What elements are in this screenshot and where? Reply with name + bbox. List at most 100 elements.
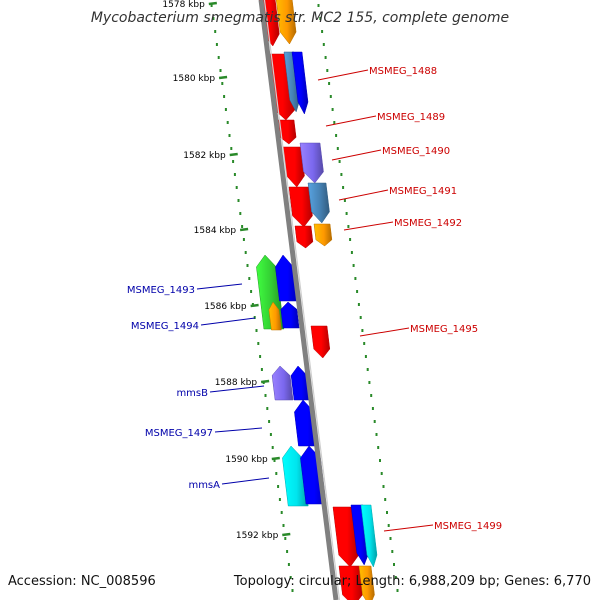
gene-label-forward: MSMEG_1497 bbox=[145, 428, 213, 439]
ruler-dot-left bbox=[260, 368, 263, 371]
ruler-dot-right bbox=[391, 550, 394, 553]
ruler-dot-right bbox=[345, 212, 348, 215]
gene-arrow-blue bbox=[280, 301, 300, 329]
ruler-dot-right bbox=[343, 199, 346, 202]
ruler-dot-right bbox=[361, 329, 364, 332]
leader-line-reverse bbox=[359, 327, 410, 337]
gene-arrow-cyan bbox=[360, 504, 378, 568]
leader-line-reverse bbox=[331, 149, 382, 161]
ruler-dot-left bbox=[210, 4, 213, 7]
ruler-dot-left bbox=[242, 238, 245, 241]
gene-features bbox=[256, 0, 378, 600]
kbp-tick-label: 1588 kbp bbox=[215, 378, 258, 388]
ruler-dot-left bbox=[287, 563, 290, 566]
kbp-tick-label: 1582 kbp bbox=[183, 151, 226, 161]
ruler-dot-left bbox=[257, 342, 260, 345]
ruler-dot-left bbox=[278, 498, 281, 501]
gene-arrow-red bbox=[294, 225, 314, 249]
ruler-dot-left bbox=[219, 69, 222, 72]
ruler-dot-right bbox=[347, 225, 350, 228]
kbp-tick bbox=[271, 456, 280, 461]
ruler-dot-left bbox=[277, 485, 280, 488]
ruler-dot-left bbox=[268, 420, 271, 423]
leader-line-forward bbox=[221, 477, 270, 485]
ruler-dot-right bbox=[366, 368, 369, 371]
ruler-ticks: 1578 kbp 1580 kbp 1582 kbp 1584 kbp 1586 kbp… bbox=[162, 0, 291, 541]
ruler-dot-left bbox=[289, 576, 292, 579]
kbp-tick-label: 1590 kbp bbox=[225, 455, 268, 465]
kbp-tick-label: 1578 kbp bbox=[162, 0, 205, 10]
ruler-dot-right bbox=[373, 420, 376, 423]
ruler-dot-right bbox=[368, 381, 371, 384]
ruler-dot-left bbox=[284, 537, 287, 540]
ruler-dot-left bbox=[232, 160, 235, 163]
ruler-dot-right bbox=[359, 316, 362, 319]
ruler-dot-left bbox=[248, 277, 251, 280]
kbp-tick-label: 1580 kbp bbox=[173, 74, 216, 84]
ruler-dot-right bbox=[329, 95, 332, 98]
leader-line-forward bbox=[214, 427, 263, 433]
ruler-dot-left bbox=[286, 550, 289, 553]
gene-label-reverse: MSMEG_1492 bbox=[394, 218, 462, 229]
ruler-dot-left bbox=[269, 433, 272, 436]
leader-line-reverse bbox=[383, 524, 434, 532]
leader-line-forward bbox=[196, 283, 243, 290]
gene-arrow-orange bbox=[268, 301, 282, 331]
ruler-dot-right bbox=[322, 43, 325, 46]
gene-label-reverse: MSMEG_1489 bbox=[377, 112, 445, 123]
leader-line-reverse bbox=[338, 189, 389, 201]
ruler-dot-left bbox=[266, 407, 269, 410]
gene-label-reverse: MSMEG_1490 bbox=[382, 146, 450, 157]
gene-arrow-purple bbox=[299, 142, 324, 184]
ruler-dot-left bbox=[221, 82, 224, 85]
gene-label-reverse: MSMEG_1495 bbox=[410, 324, 478, 335]
ruler-dot-right bbox=[364, 355, 367, 358]
ruler-dot-right bbox=[375, 433, 378, 436]
ruler-dot-left bbox=[250, 290, 253, 293]
gene-arrow-steel bbox=[307, 182, 330, 224]
ruler-dot-left bbox=[223, 95, 226, 98]
backbone-highlight bbox=[263, 0, 341, 600]
gene-arrow-orange bbox=[358, 565, 375, 600]
ruler-dot-right bbox=[387, 524, 390, 527]
ruler-dot-right bbox=[319, 17, 322, 20]
ruler-dot-right bbox=[379, 459, 381, 462]
kbp-tick bbox=[239, 227, 249, 232]
ruler-dot-right bbox=[328, 82, 331, 85]
ruler-dot-right bbox=[350, 251, 353, 254]
ruler-dot-left bbox=[282, 524, 285, 527]
ruler-dot-left bbox=[228, 134, 231, 137]
gene-arrow-orange bbox=[275, 0, 297, 45]
label-leaders: MSMEG_1488 MSMEG_1489 MSMEG_1490 MSMEG_1491… bbox=[127, 66, 502, 532]
gene-arrow-blue bbox=[291, 51, 309, 115]
gene-label-forward: mmsB bbox=[176, 388, 208, 399]
ruler-dot-left bbox=[273, 459, 276, 462]
ruler-dot-left bbox=[239, 212, 242, 215]
leader-line-reverse bbox=[343, 221, 394, 231]
gene-arrow-red bbox=[288, 186, 313, 228]
ruler-dot-left bbox=[237, 199, 240, 202]
gene-label-forward: mmsA bbox=[188, 480, 220, 491]
ruler-dot-left bbox=[215, 43, 218, 46]
ruler-dot-right bbox=[357, 303, 360, 306]
ruler-dot-right bbox=[393, 563, 395, 566]
gene-arrow-purple bbox=[271, 365, 294, 401]
gene-arrow-red bbox=[310, 325, 331, 359]
ruler-dot-right bbox=[335, 134, 338, 137]
topology-text: Topology: circular; Length: 6,988,209 bp… bbox=[233, 574, 591, 589]
gene-arrow-red bbox=[338, 565, 363, 600]
kbp-tick-label: 1586 kbp bbox=[204, 302, 247, 312]
gene-arrow-red bbox=[332, 506, 360, 568]
ruler-dot-left bbox=[253, 316, 256, 319]
ruler-dot-right bbox=[333, 121, 336, 124]
ruler-dot-right bbox=[371, 407, 374, 410]
kbp-tick bbox=[218, 75, 228, 80]
ruler-dot-left bbox=[264, 394, 267, 397]
kbp-tick bbox=[229, 152, 238, 157]
ruler-dot-right bbox=[352, 264, 355, 267]
ruler-dot-right bbox=[336, 147, 339, 150]
gene-label-reverse: MSMEG_1499 bbox=[434, 521, 502, 532]
ruler-dot-right bbox=[340, 173, 343, 176]
leader-line-forward bbox=[209, 385, 265, 393]
ruler-dot-right bbox=[396, 589, 399, 592]
